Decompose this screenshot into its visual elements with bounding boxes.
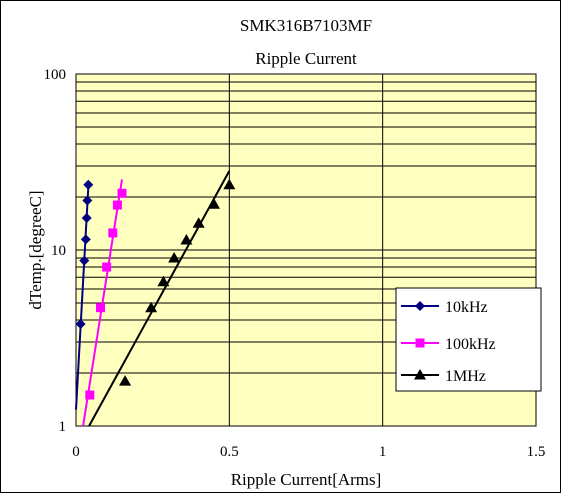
legend-label-10kHz: 10kHz bbox=[445, 299, 488, 316]
series-layer bbox=[75, 170, 236, 427]
data-point-100kHz bbox=[108, 228, 118, 238]
data-point-100kHz bbox=[117, 188, 127, 198]
data-point-1MHz bbox=[119, 375, 132, 386]
x-tick-label: 1.5 bbox=[527, 444, 546, 460]
data-point-1MHz bbox=[168, 252, 181, 263]
x-tick-label: 0.5 bbox=[220, 444, 239, 460]
data-point-1MHz bbox=[157, 275, 170, 287]
data-point-1MHz bbox=[208, 198, 220, 209]
legend-marker-100kHz bbox=[415, 338, 425, 348]
chart-title: SMK316B7103MF bbox=[240, 16, 372, 35]
plot-frame bbox=[75, 73, 537, 427]
x-tick-label: 1 bbox=[379, 444, 387, 460]
legend-label-1MHz: 1MHz bbox=[445, 368, 486, 385]
legend-label-100kHz: 100kHz bbox=[445, 336, 496, 353]
data-point-100kHz bbox=[96, 303, 106, 313]
data-point-1MHz bbox=[192, 217, 205, 228]
legend-marker-10kHz bbox=[415, 301, 425, 311]
data-point-10kHz bbox=[80, 234, 91, 245]
data-point-100kHz bbox=[85, 390, 95, 400]
legend-marker-1MHz bbox=[414, 369, 426, 380]
x-axis-label: Ripple Current[Arms] bbox=[231, 470, 382, 489]
y-tick-label: 1 bbox=[59, 419, 67, 435]
y-tick-label: 10 bbox=[51, 243, 66, 259]
data-point-1MHz bbox=[145, 301, 158, 313]
data-point-1MHz bbox=[223, 178, 236, 190]
data-point-10kHz bbox=[81, 212, 92, 223]
data-point-10kHz bbox=[83, 179, 94, 190]
data-point-100kHz bbox=[112, 200, 122, 210]
tick-labels: 0 0.5 1 1.5 1 10 100 bbox=[44, 67, 546, 460]
data-point-10kHz bbox=[82, 195, 93, 206]
data-point-10kHz bbox=[75, 318, 86, 329]
series-line-1MHz bbox=[88, 170, 231, 427]
y-axis-label: dTemp.[degreeC] bbox=[26, 190, 45, 309]
data-point-10kHz bbox=[79, 255, 90, 266]
x-tick-label: 0 bbox=[72, 444, 80, 460]
series-line-100kHz bbox=[82, 179, 123, 427]
series-line-10kHz bbox=[75, 187, 90, 410]
legend: 10kHz 100kHz 1MHz bbox=[395, 287, 542, 392]
y-tick-label: 100 bbox=[44, 67, 67, 83]
data-point-100kHz bbox=[102, 262, 112, 272]
data-point-1MHz bbox=[180, 233, 193, 245]
chart-subtitle: Ripple Current bbox=[255, 49, 357, 68]
